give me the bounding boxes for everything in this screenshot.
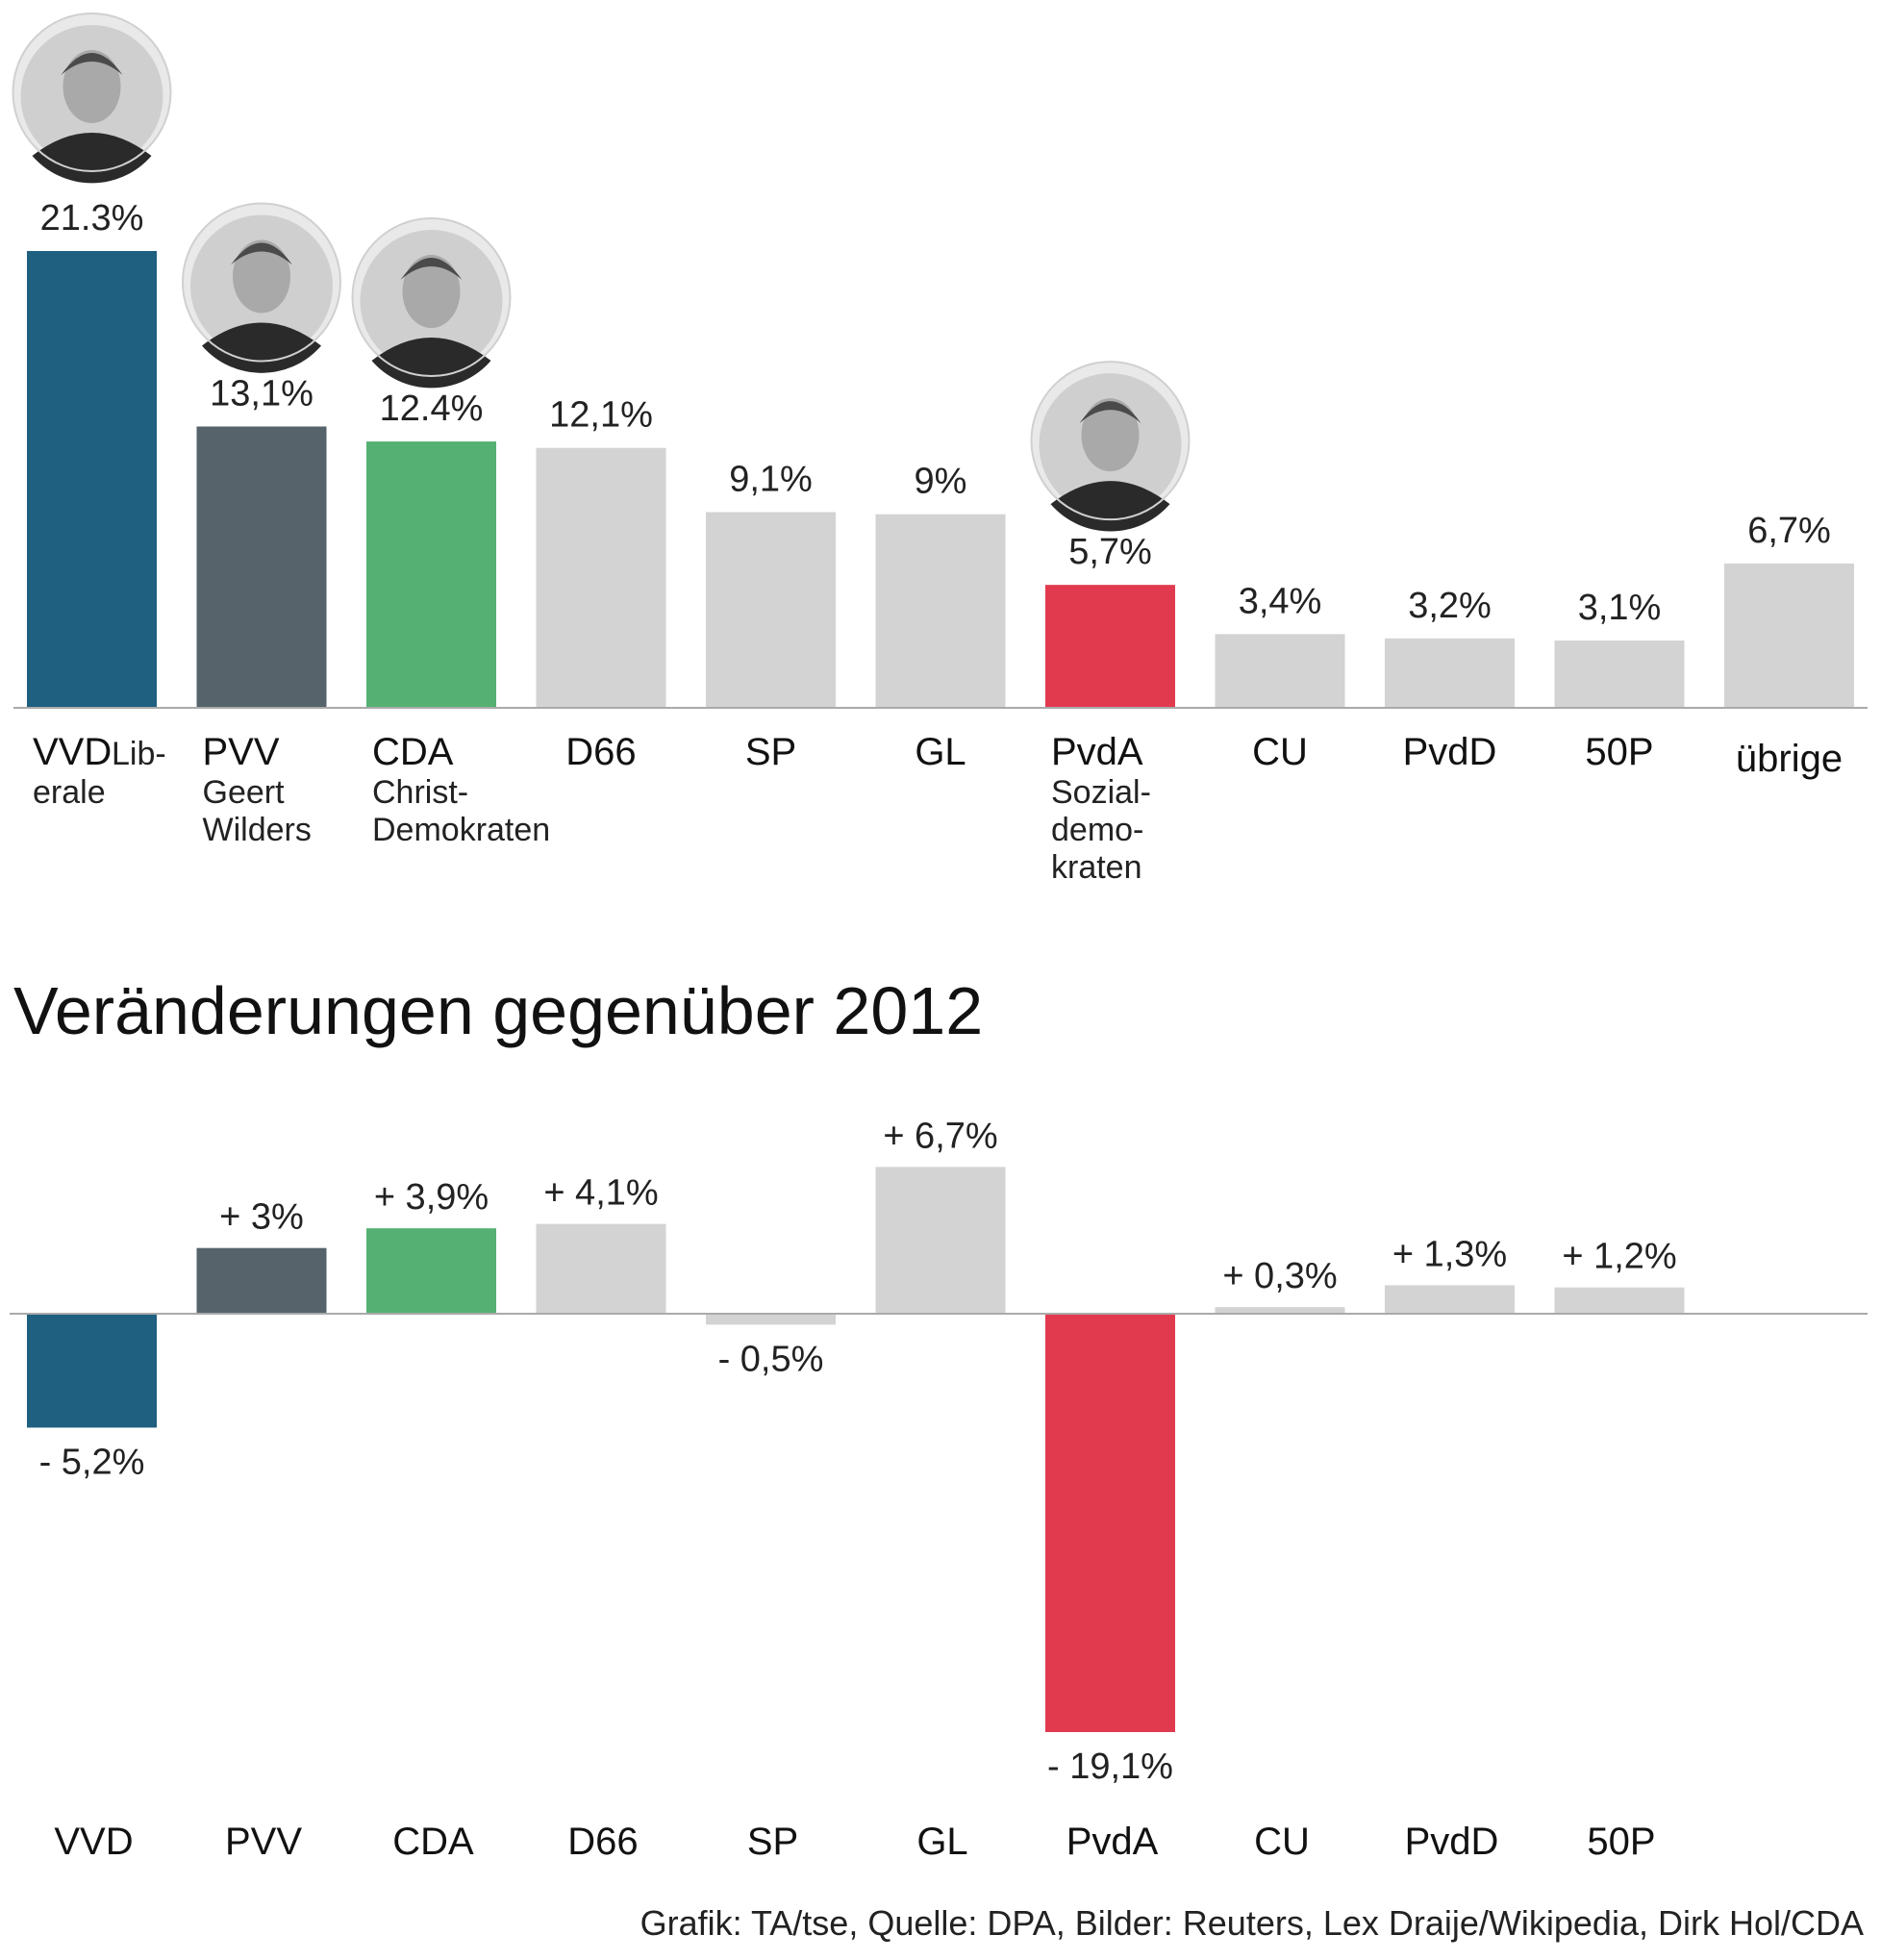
result-party-label-pvdd: PvdD [1403,731,1497,773]
result-party-label-50p: 50P [1585,731,1653,773]
change-value-gl: + 6,7% [883,1116,997,1156]
change-bar-pvdd [1385,1285,1515,1314]
portrait-cda [351,217,512,389]
result-bar-sp [706,512,836,707]
change-value-pvdd: + 1,3% [1392,1234,1507,1274]
change-bar-pvv [196,1247,327,1314]
result-value-gl: 9% [915,462,967,502]
result-value-uebrige: 6,7% [1747,511,1831,551]
result-value-cda: 12.4% [380,389,484,429]
result-value-d66: 12,1% [549,395,653,436]
result-party-sublabel-cda: Demokraten [372,812,550,848]
change-value-cu: + 0,3% [1222,1256,1337,1296]
result-value-sp: 9,1% [729,459,813,499]
change-bar-50p [1554,1287,1685,1314]
result-party-label-pvda: PvdA [1051,731,1143,773]
change-party-label-pvda: PvdA [1066,1821,1159,1863]
result-party-label-cda: CDA [372,731,454,773]
result-bar-pvda [1045,585,1175,707]
result-party-sublabel-cda: Christ- [372,774,468,811]
change-value-vvd: - 5,2% [39,1442,145,1482]
result-party-sublabel-pvda: demo- [1051,812,1143,848]
change-value-pvv: + 3% [219,1197,304,1238]
portrait-pvv [182,202,341,373]
result-bar-pvv [196,426,327,707]
source-credit: Grafik: TA/tse, Quelle: DPA, Bilder: Reu… [640,1903,1864,1943]
change-party-label-gl: GL [916,1821,967,1863]
result-party-label-cu: CU [1252,731,1308,773]
change-value-d66: + 4,1% [543,1173,658,1214]
result-value-pvda: 5,7% [1068,532,1152,572]
result-value-vvd: 21.3% [40,198,144,239]
change-bar-cda [366,1228,496,1314]
change-bar-gl [875,1167,1006,1314]
change-value-cda: + 3,9% [374,1177,489,1218]
result-bar-cda [366,441,496,707]
result-value-pvdd: 3,2% [1408,586,1492,626]
result-party-sublabel-pvda: Sozial- [1051,774,1151,811]
result-value-pvv: 13,1% [210,373,314,414]
change-chart-title: Veränderungen gegenüber 2012 [13,973,983,1048]
change-bar-sp [706,1314,836,1325]
change-bar-d66 [536,1223,666,1314]
change-party-label-cu: CU [1254,1821,1310,1863]
change-value-50p: + 1,2% [1562,1237,1676,1277]
change-bar-chart: - 5,2% VVD + 3% PVV + 3,9% CDA + 4,1% D66 - 0,5%… [10,1116,1868,1863]
result-party-sublabel-pvv: Wilders [203,812,312,848]
result-bar-uebrige [1724,563,1854,707]
result-value-cu: 3,4% [1239,581,1322,621]
result-party-label-pvv: PVV [203,731,280,773]
change-party-label-pvv: PVV [225,1821,302,1863]
change-party-label-cda: CDA [392,1821,474,1863]
change-party-label-pvdd: PvdD [1405,1821,1499,1863]
result-bar-50p [1554,641,1685,707]
change-party-label-vvd: VVD [54,1821,133,1863]
result-party-label-uebrige: übrige [1736,738,1843,780]
change-party-label-d66: D66 [567,1821,638,1863]
result-party-sublabel-vvd: Lib- [112,736,166,772]
result-party-label-gl: GL [915,731,966,773]
result-bar-d66 [536,447,666,707]
result-party-sublabel-pvda: kraten [1051,849,1142,886]
result-party-label-sp: SP [745,731,796,773]
portrait-pvda [1030,361,1191,532]
change-bar-pvda [1045,1314,1175,1732]
change-value-sp: - 0,5% [718,1339,824,1379]
result-party-sublabel-vvd: erale [33,774,106,811]
change-bar-cu [1215,1307,1345,1314]
portrait-vvd [12,13,172,184]
result-bar-vvd [27,251,157,707]
result-party-sublabel-pvv: Geert [203,774,286,811]
change-party-label-50p: 50P [1587,1821,1655,1863]
change-party-label-sp: SP [747,1821,798,1863]
result-bar-pvdd [1385,638,1515,707]
result-bar-gl [875,514,1006,707]
change-value-pvda: - 19,1% [1047,1746,1173,1787]
result-bar-cu [1215,634,1345,707]
result-party-label-d66: D66 [565,731,636,773]
result-party-label-vvd: VVD [33,731,112,773]
change-bar-vvd [27,1314,157,1428]
result-value-50p: 3,1% [1578,588,1662,628]
